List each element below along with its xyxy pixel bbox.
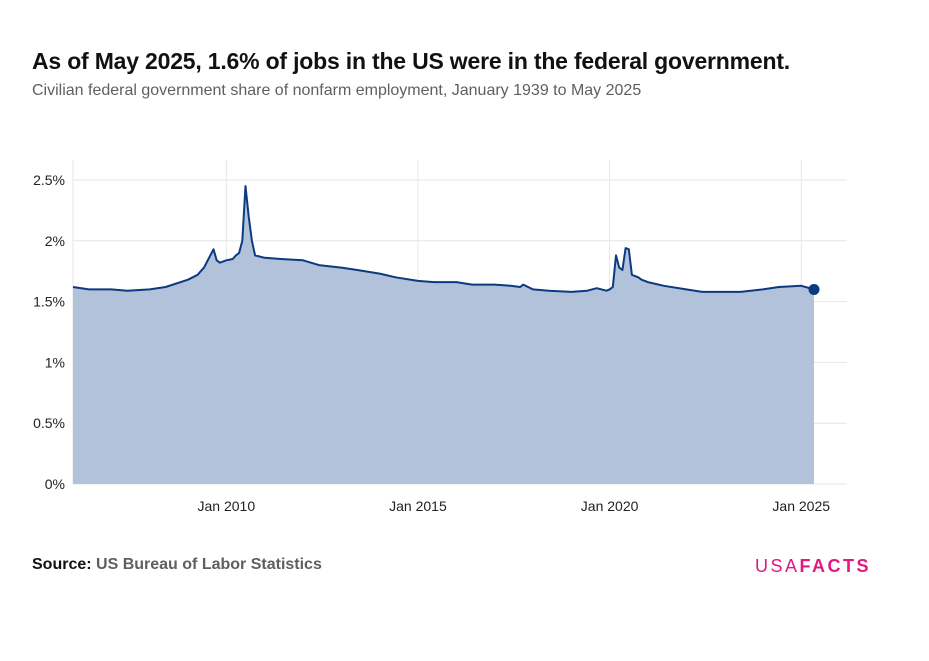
y-axis-ticks: 0% 0.5% 1% 1.5% 2% 2.5% (33, 172, 65, 492)
usafacts-logo[interactable]: USAFACTS (755, 556, 871, 577)
series-line (72, 185, 815, 293)
area-fill (73, 186, 814, 484)
y-tick-label: 1.5% (33, 294, 65, 310)
source-label: Source: (32, 556, 92, 573)
source-text: US Bureau of Labor Statistics (96, 556, 322, 573)
logo-part-facts: FACTS (799, 556, 872, 576)
chart-title: As of May 2025, 1.6% of jobs in the US w… (32, 48, 790, 74)
x-tick-label: Jan 2025 (772, 498, 830, 514)
logo-part-usa: USA (755, 556, 800, 576)
last-point-marker (808, 283, 820, 295)
x-tick-label: Jan 2020 (581, 498, 639, 514)
x-axis-ticks: Jan 2010 Jan 2015 Jan 2020 Jan 2025 (198, 498, 831, 514)
y-tick-label: 0.5% (33, 415, 65, 431)
y-tick-label: 0% (45, 476, 65, 492)
x-tick-label: Jan 2015 (389, 498, 447, 514)
y-tick-label: 1% (45, 354, 65, 370)
chart-subtitle: Civilian federal government share of non… (32, 82, 642, 99)
y-tick-label: 2% (45, 233, 65, 249)
source-note: Source: US Bureau of Labor Statistics (32, 556, 322, 574)
y-tick-label: 2.5% (33, 172, 65, 188)
x-tick-label: Jan 2010 (198, 498, 256, 514)
